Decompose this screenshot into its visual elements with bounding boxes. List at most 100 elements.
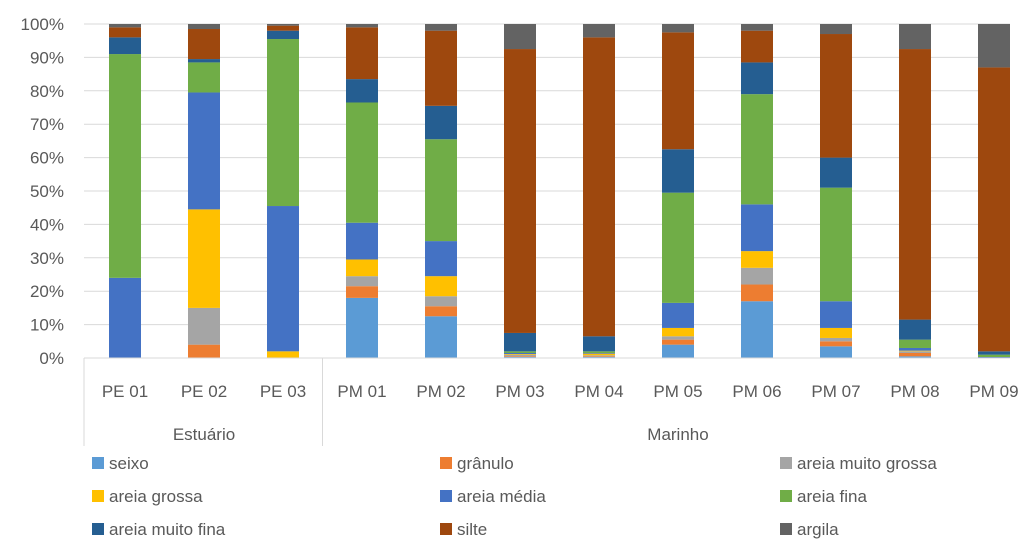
legend-label: areia média: [457, 487, 546, 506]
bar-segment-areia-média: [662, 302, 694, 328]
gridlines: [84, 23, 1010, 326]
legend-swatch: [92, 523, 104, 535]
bar-segment-seixo: [504, 356, 536, 358]
bar-segment-grânulo: [662, 339, 694, 345]
bar-segment-areia-grossa: [820, 327, 852, 338]
bar-segment-areia-média: [109, 277, 141, 358]
y-tick-label: 70%: [30, 115, 64, 134]
legend-item: argila: [780, 520, 839, 539]
bar-segment-grânulo: [188, 344, 220, 358]
bar-segment-areia-muito-fina: [820, 157, 852, 188]
legend-label: areia fina: [797, 487, 867, 506]
bar-segment-areia-média: [346, 222, 378, 260]
bar-segment-areia-muito-fina: [346, 79, 378, 103]
bar-segment-areia-muito-grossa: [741, 267, 773, 285]
legend-label: silte: [457, 520, 487, 539]
bar-segment-areia-muito-grossa: [899, 351, 931, 353]
y-tick-label: 20%: [30, 282, 64, 301]
legend-label: seixo: [109, 454, 149, 473]
bar-segment-argila: [820, 24, 852, 35]
bar-segment-areia-muito-fina: [425, 105, 457, 140]
bar-segment-argila: [267, 24, 299, 26]
bar-segment-argila: [583, 24, 615, 38]
bar-segment-areia-fina: [109, 54, 141, 278]
bar-segment-grânulo: [504, 356, 536, 357]
bar-segment-areia-grossa: [188, 209, 220, 308]
x-tick-label: PM 01: [337, 382, 386, 401]
bar-segment-areia-muito-grossa: [346, 276, 378, 287]
y-tick-label: 80%: [30, 82, 64, 101]
bar-segment-grânulo: [583, 356, 615, 357]
y-tick-label: 30%: [30, 249, 64, 268]
bar-segment-argila: [425, 24, 457, 31]
x-tick-label: PE 02: [181, 382, 227, 401]
bar-segment-argila: [899, 24, 931, 50]
x-tick-label: PE 03: [260, 382, 306, 401]
bar-segment-silte: [583, 37, 615, 337]
bar-segment-areia-muito-fina: [741, 62, 773, 95]
bar-segment-areia-muito-fina: [267, 30, 299, 40]
bar-segment-areia-muito-fina: [188, 59, 220, 63]
bar-segment-grânulo: [741, 284, 773, 302]
bar-segment-areia-fina: [741, 94, 773, 205]
legend-swatch: [440, 523, 452, 535]
bar-segment-areia-muito-grossa: [425, 296, 457, 307]
bar-segment-silte: [978, 67, 1010, 352]
x-tick-label: PM 06: [732, 382, 781, 401]
bar-segment-areia-muito-fina: [504, 332, 536, 352]
bar-segment-seixo: [899, 356, 931, 358]
bar-segment-argila: [504, 24, 536, 50]
bar-segment-argila: [662, 24, 694, 33]
legend-item: areia muito grossa: [780, 454, 937, 473]
y-tick-label: 50%: [30, 182, 64, 201]
bar-segment-argila: [188, 24, 220, 30]
x-axis: PE 01 PE 02 PE 03 PM 01 PM 02 PM 03 PM 04 PM 05…: [83, 357, 1019, 446]
bar-segment-areia-muito-fina: [109, 37, 141, 55]
bar-segment-grânulo: [346, 286, 378, 298]
legend-item: areia fina: [780, 487, 867, 506]
bar-segment-areia-grossa: [741, 251, 773, 268]
bar-segment-silte: [899, 49, 931, 320]
legend-swatch: [780, 523, 792, 535]
bar-segment-areia-média: [267, 206, 299, 352]
bar-segment-areia-média: [820, 301, 852, 328]
bar-segment-argila: [109, 24, 141, 28]
bar-segment-areia-fina: [820, 187, 852, 302]
bar-segment-areia-grossa: [583, 353, 615, 356]
bar-segment-areia-média: [899, 347, 931, 351]
x-tick-label: PM 05: [653, 382, 702, 401]
bar-segment-areia-muito-fina: [662, 149, 694, 193]
bar-segment-silte: [741, 30, 773, 63]
bar-segment-seixo: [346, 297, 378, 358]
bar-segment-silte: [346, 27, 378, 80]
bar-segment-seixo: [741, 301, 773, 358]
bar-segment-areia-média: [504, 352, 536, 354]
bar-segment-silte: [504, 49, 536, 333]
bar-segment-areia-média: [978, 356, 1010, 358]
legend-swatch: [440, 457, 452, 469]
bar-segment-silte: [267, 25, 299, 31]
bar-segment-areia-média: [425, 241, 457, 277]
bar-segment-areia-grossa: [899, 350, 931, 352]
group-label: Marinho: [647, 425, 708, 444]
bar-segment-areia-muito-grossa: [188, 307, 220, 345]
bar-segment-areia-muito-grossa: [504, 354, 536, 357]
bar-segment-areia-média: [741, 204, 773, 252]
bar-segment-areia-muito-fina: [978, 351, 1010, 355]
legend-item: grânulo: [440, 454, 514, 473]
legend-swatch: [780, 457, 792, 469]
legend: seixo grânulo areia muito grossa areia gros…: [92, 454, 937, 539]
bar-segment-areia-fina: [583, 351, 615, 353]
legend-label: areia muito grossa: [797, 454, 937, 473]
x-tick-label: PM 03: [495, 382, 544, 401]
bar-segment-areia-fina: [346, 102, 378, 223]
legend-swatch: [92, 490, 104, 502]
legend-item: silte: [440, 520, 487, 539]
bar-segment-areia-grossa: [267, 351, 299, 358]
bar-segment-seixo: [662, 344, 694, 358]
bar-segment-areia-média: [583, 352, 615, 354]
bar-segment-argila: [741, 24, 773, 31]
legend-label: areia muito fina: [109, 520, 226, 539]
bar-segment-areia-grossa: [425, 276, 457, 297]
